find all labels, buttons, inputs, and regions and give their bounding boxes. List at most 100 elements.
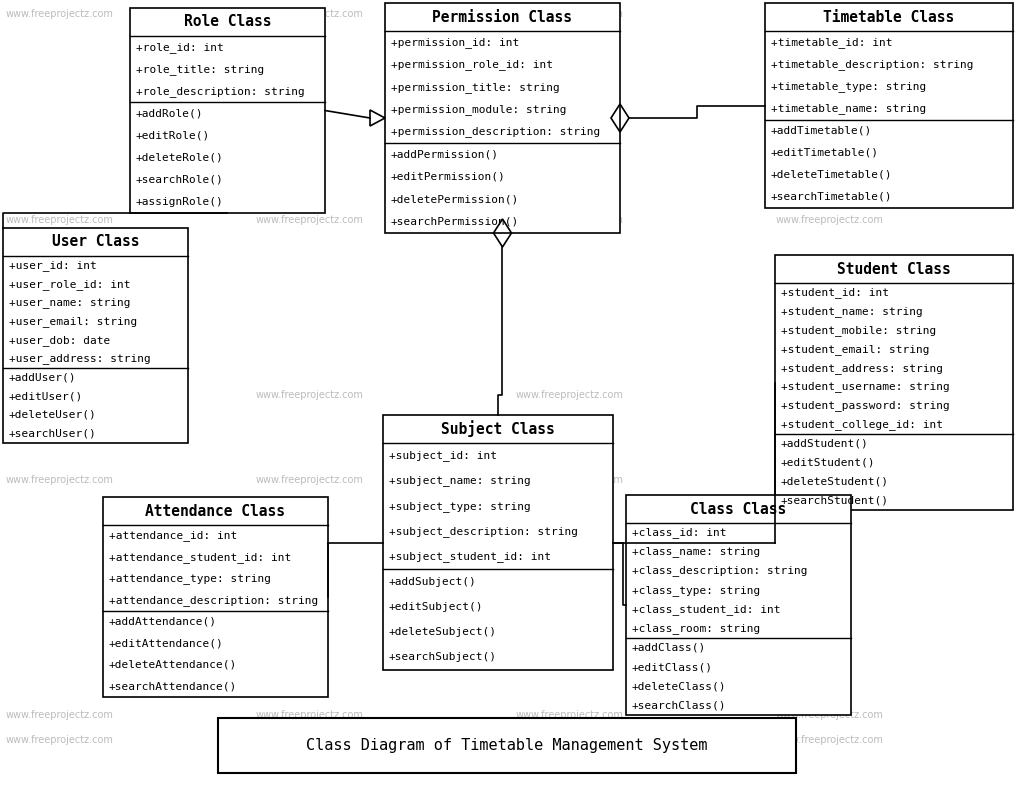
Text: +addPermission(): +addPermission(): [391, 150, 499, 159]
Text: +permission_module: string: +permission_module: string: [391, 104, 566, 115]
Text: +class_room: string: +class_room: string: [632, 623, 760, 634]
Text: www.freeprojectz.com: www.freeprojectz.com: [776, 735, 884, 745]
Text: +searchStudent(): +searchStudent(): [781, 496, 889, 505]
Text: +deleteStudent(): +deleteStudent(): [781, 477, 889, 486]
Text: www.freeprojectz.com: www.freeprojectz.com: [516, 475, 624, 485]
Text: +addTimetable(): +addTimetable(): [771, 126, 872, 135]
Text: www.freeprojectz.com: www.freeprojectz.com: [776, 9, 884, 19]
Text: +class_type: string: +class_type: string: [632, 584, 760, 596]
Text: +permission_role_id: int: +permission_role_id: int: [391, 59, 553, 70]
Text: +editSubject(): +editSubject(): [389, 602, 484, 612]
Text: +deletePermission(): +deletePermission(): [391, 194, 519, 204]
Text: User Class: User Class: [52, 234, 139, 249]
Text: Permission Class: Permission Class: [433, 10, 572, 25]
Text: +user_role_id: int: +user_role_id: int: [9, 279, 130, 290]
Text: +student_college_id: int: +student_college_id: int: [781, 420, 943, 430]
Text: +user_address: string: +user_address: string: [9, 353, 151, 364]
Text: +student_mobile: string: +student_mobile: string: [781, 325, 937, 336]
Text: +editPermission(): +editPermission(): [391, 172, 506, 182]
Text: +addStudent(): +addStudent(): [781, 439, 868, 449]
Text: Class Diagram of Timetable Management System: Class Diagram of Timetable Management Sy…: [306, 738, 708, 753]
Text: +timetable_name: string: +timetable_name: string: [771, 103, 926, 114]
Text: +subject_id: int: +subject_id: int: [389, 450, 497, 461]
Bar: [383, 415, 613, 670]
Text: +user_dob: date: +user_dob: date: [9, 335, 110, 345]
Text: +editClass(): +editClass(): [632, 662, 713, 672]
Text: +searchUser(): +searchUser(): [9, 428, 97, 439]
Text: +searchTimetable(): +searchTimetable(): [771, 192, 893, 202]
Text: +deleteSubject(): +deleteSubject(): [389, 627, 497, 638]
Text: Subject Class: Subject Class: [441, 421, 555, 437]
Bar: [3, 228, 188, 443]
Text: www.freeprojectz.com: www.freeprojectz.com: [516, 215, 624, 225]
Bar: [103, 497, 328, 697]
Text: +searchRole(): +searchRole(): [136, 175, 224, 185]
Text: www.freeprojectz.com: www.freeprojectz.com: [257, 475, 364, 485]
Text: +editRole(): +editRole(): [136, 131, 211, 140]
Text: +deleteClass(): +deleteClass(): [632, 681, 727, 691]
Text: +permission_description: string: +permission_description: string: [391, 127, 601, 138]
Bar: [130, 8, 325, 213]
Text: +subject_type: string: +subject_type: string: [389, 501, 530, 512]
Text: www.freeprojectz.com: www.freeprojectz.com: [776, 215, 884, 225]
Text: +attendance_description: string: +attendance_description: string: [109, 595, 319, 606]
Text: www.freeprojectz.com: www.freeprojectz.com: [516, 390, 624, 400]
Text: +subject_description: string: +subject_description: string: [389, 526, 578, 537]
Text: +student_id: int: +student_id: int: [781, 287, 889, 298]
Text: www.freeprojectz.com: www.freeprojectz.com: [257, 390, 364, 400]
Text: www.freeprojectz.com: www.freeprojectz.com: [516, 735, 624, 745]
Text: Timetable Class: Timetable Class: [824, 10, 955, 25]
Text: +addClass(): +addClass(): [632, 643, 706, 653]
Text: +class_student_id: int: +class_student_id: int: [632, 604, 781, 615]
Text: +class_description: string: +class_description: string: [632, 565, 807, 577]
Text: +addUser(): +addUser(): [9, 372, 76, 383]
Text: +student_email: string: +student_email: string: [781, 344, 929, 355]
Text: www.freeprojectz.com: www.freeprojectz.com: [776, 390, 884, 400]
Bar: [765, 3, 1013, 208]
Bar: [385, 3, 620, 233]
Text: +student_name: string: +student_name: string: [781, 306, 922, 317]
Text: +class_name: string: +class_name: string: [632, 546, 760, 558]
Text: www.freeprojectz.com: www.freeprojectz.com: [257, 215, 364, 225]
Text: +attendance_type: string: +attendance_type: string: [109, 573, 271, 584]
Text: +user_id: int: +user_id: int: [9, 260, 97, 271]
Text: +role_title: string: +role_title: string: [136, 63, 265, 74]
Text: +deleteUser(): +deleteUser(): [9, 410, 97, 420]
Text: www.freeprojectz.com: www.freeprojectz.com: [257, 735, 364, 745]
Text: www.freeprojectz.com: www.freeprojectz.com: [776, 475, 884, 485]
Text: +student_password: string: +student_password: string: [781, 401, 950, 411]
Text: +student_address: string: +student_address: string: [781, 363, 943, 374]
Text: +role_id: int: +role_id: int: [136, 42, 224, 52]
Text: +deleteAttendance(): +deleteAttendance(): [109, 660, 237, 670]
Text: +editTimetable(): +editTimetable(): [771, 147, 879, 158]
Text: Role Class: Role Class: [184, 14, 271, 29]
Text: +class_id: int: +class_id: int: [632, 527, 727, 538]
Text: +timetable_type: string: +timetable_type: string: [771, 81, 926, 92]
Text: +editStudent(): +editStudent(): [781, 458, 875, 468]
Text: Student Class: Student Class: [837, 261, 951, 276]
Text: +permission_title: string: +permission_title: string: [391, 82, 560, 93]
Text: +deleteRole(): +deleteRole(): [136, 153, 224, 162]
Text: +attendance_id: int: +attendance_id: int: [109, 531, 237, 541]
Text: www.freeprojectz.com: www.freeprojectz.com: [776, 710, 884, 720]
Text: www.freeprojectz.com: www.freeprojectz.com: [6, 9, 114, 19]
Text: +timetable_description: string: +timetable_description: string: [771, 59, 973, 70]
Text: +searchClass(): +searchClass(): [632, 700, 727, 710]
Text: +attendance_student_id: int: +attendance_student_id: int: [109, 552, 291, 562]
Text: www.freeprojectz.com: www.freeprojectz.com: [6, 735, 114, 745]
Text: www.freeprojectz.com: www.freeprojectz.com: [257, 710, 364, 720]
Text: www.freeprojectz.com: www.freeprojectz.com: [6, 390, 114, 400]
Text: www.freeprojectz.com: www.freeprojectz.com: [516, 9, 624, 19]
Text: www.freeprojectz.com: www.freeprojectz.com: [6, 215, 114, 225]
Text: www.freeprojectz.com: www.freeprojectz.com: [6, 475, 114, 485]
Text: +editAttendance(): +editAttendance(): [109, 638, 224, 648]
Text: +user_name: string: +user_name: string: [9, 297, 130, 308]
Text: +searchSubject(): +searchSubject(): [389, 653, 497, 662]
Text: +addRole(): +addRole(): [136, 109, 204, 119]
Text: +deleteTimetable(): +deleteTimetable(): [771, 169, 893, 180]
Text: +timetable_id: int: +timetable_id: int: [771, 36, 893, 48]
Text: +subject_student_id: int: +subject_student_id: int: [389, 551, 551, 562]
Text: +subject_name: string: +subject_name: string: [389, 475, 530, 486]
Text: +permission_id: int: +permission_id: int: [391, 36, 519, 48]
Bar: [218, 718, 796, 773]
